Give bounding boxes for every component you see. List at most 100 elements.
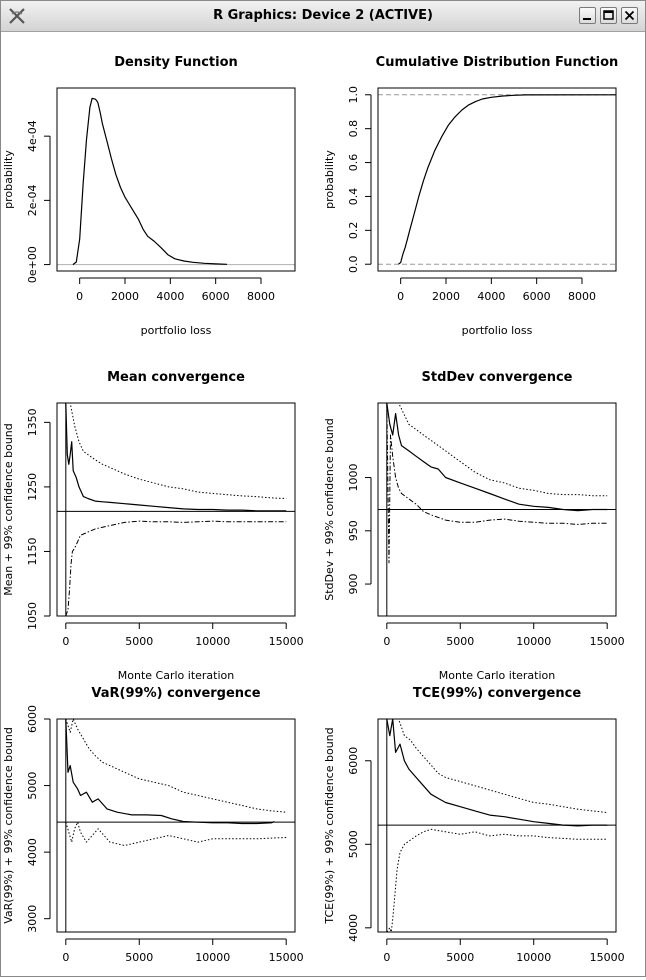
x-tick-label: 0 (383, 635, 390, 648)
series-line-1 (65, 403, 287, 512)
y-tick-label: 1350 (26, 408, 39, 436)
series-line-1 (72, 97, 228, 266)
plot-frame (56, 718, 296, 933)
maximize-button[interactable] (600, 7, 617, 24)
plot-frame (56, 402, 296, 617)
y-tick-label: 4e-04 (26, 120, 39, 152)
y-tick-label: 950 (347, 520, 360, 541)
chart-title: Mean convergence (107, 370, 245, 385)
y-tick-label: 1050 (26, 602, 39, 630)
series-line-2 (65, 719, 287, 813)
y-tick-label: 4000 (347, 914, 360, 942)
y-tick-label: 900 (347, 574, 360, 595)
chart-title: StdDev convergence (422, 370, 573, 385)
x-axis-label: portfolio loss (141, 324, 212, 337)
close-button[interactable] (621, 7, 638, 24)
chart-panel-1: Density Function portfolio loss probabilit… (2, 55, 296, 337)
series-line-1 (65, 719, 275, 825)
y-tick-label: 3000 (26, 905, 39, 933)
y-axis-label: Mean + 99% confidence bound (2, 423, 15, 595)
x-tick-label: 4000 (477, 290, 505, 303)
y-tick-label: 0.2 (347, 222, 360, 240)
chart-panel-4: StdDev convergence Monte Carlo iteration S… (323, 370, 625, 682)
series-line-2 (386, 719, 608, 814)
maximize-icon (603, 10, 614, 20)
y-tick-label: 0.4 (347, 188, 360, 206)
chart-title: Density Function (114, 55, 238, 70)
series-line-1 (386, 403, 608, 512)
x-tick-label: 10000 (195, 635, 230, 648)
x-tick-label: 10000 (516, 951, 551, 964)
x-tick-label: 5000 (446, 635, 474, 648)
y-tick-label: 5000 (26, 772, 39, 800)
x-tick-label: 2000 (432, 290, 460, 303)
x-tick-label: 0 (76, 290, 83, 303)
x-tick-label: 8000 (247, 290, 275, 303)
plots-canvas: Density Function portfolio loss probabilit… (2, 55, 625, 964)
chart-title: VaR(99%) convergence (91, 686, 260, 701)
minimize-icon (583, 18, 591, 20)
y-tick-label: 1000 (347, 464, 360, 492)
minimize-button[interactable] (579, 7, 596, 24)
x-tick-label: 4000 (156, 290, 184, 303)
x-tick-label: 0 (383, 951, 390, 964)
chart-title: TCE(99%) convergence (413, 686, 581, 701)
plot-frame (377, 402, 617, 617)
x-tick-label: 5000 (125, 635, 153, 648)
series-line-2 (65, 403, 287, 499)
x-tick-label: 0 (62, 951, 69, 964)
x-tick-label: 0 (62, 635, 69, 648)
y-tick-label: 0.6 (347, 154, 360, 172)
x-axis-label: Monte Carlo iteration (118, 669, 234, 682)
series-line-3 (386, 828, 608, 932)
chart-title: Cumulative Distribution Function (376, 55, 619, 70)
y-tick-label: 2e-04 (26, 185, 39, 217)
y-tick-label: 5000 (347, 830, 360, 858)
plot-area: Density Function portfolio loss probabilit… (1, 32, 645, 976)
y-axis-label: StdDev + 99% confidence bound (323, 418, 336, 601)
title-bar[interactable]: R Graphics: Device 2 (ACTIVE) (1, 1, 645, 32)
x-tick-label: 10000 (195, 951, 230, 964)
series-line-2 (386, 403, 608, 497)
y-tick-label: 0.8 (347, 120, 360, 137)
app-icon[interactable] (7, 6, 27, 26)
y-tick-label: 1150 (26, 537, 39, 565)
y-tick-label: 0e+00 (26, 246, 39, 283)
x-tick-label: 8000 (568, 290, 596, 303)
series-line-3 (65, 821, 287, 846)
x-axis-label: Monte Carlo iteration (439, 669, 555, 682)
x-tick-label: 0 (397, 290, 404, 303)
x-tick-label: 15000 (590, 635, 625, 648)
y-tick-label: 4000 (26, 838, 39, 866)
chart-panel-3: Mean convergence Monte Carlo iteration Mea… (2, 370, 304, 682)
x-tick-label: 15000 (590, 951, 625, 964)
y-axis-label: VaR(99%) + 99% confidence bound (2, 727, 15, 924)
y-axis-label: TCE(99%) + 99% confidence bound (323, 727, 336, 924)
y-tick-label: 6000 (26, 705, 39, 733)
x-tick-label: 6000 (202, 290, 230, 303)
x-tick-label: 15000 (269, 951, 304, 964)
chart-panel-2: Cumulative Distribution Function portfoli… (323, 55, 618, 337)
y-axis-label: probability (323, 150, 336, 209)
window-title: R Graphics: Device 2 (ACTIVE) (213, 8, 433, 23)
x-tick-label: 5000 (125, 951, 153, 964)
x-tick-label: 6000 (523, 290, 551, 303)
series-line-3 (386, 403, 608, 564)
plot-frame (377, 718, 617, 933)
x-tick-label: 5000 (446, 951, 474, 964)
y-tick-label: 1.0 (347, 86, 360, 104)
plot-frame (56, 87, 296, 272)
series-line-1 (386, 719, 608, 827)
y-tick-label: 6000 (347, 747, 360, 775)
y-axis-label: probability (2, 150, 15, 209)
x-tick-label: 2000 (111, 290, 139, 303)
x-axis-label: portfolio loss (462, 324, 533, 337)
y-tick-label: 0.0 (347, 255, 360, 273)
series-line-3 (65, 520, 287, 616)
series-line-1 (398, 94, 616, 265)
close-icon (624, 10, 635, 21)
x-tick-label: 10000 (516, 635, 551, 648)
